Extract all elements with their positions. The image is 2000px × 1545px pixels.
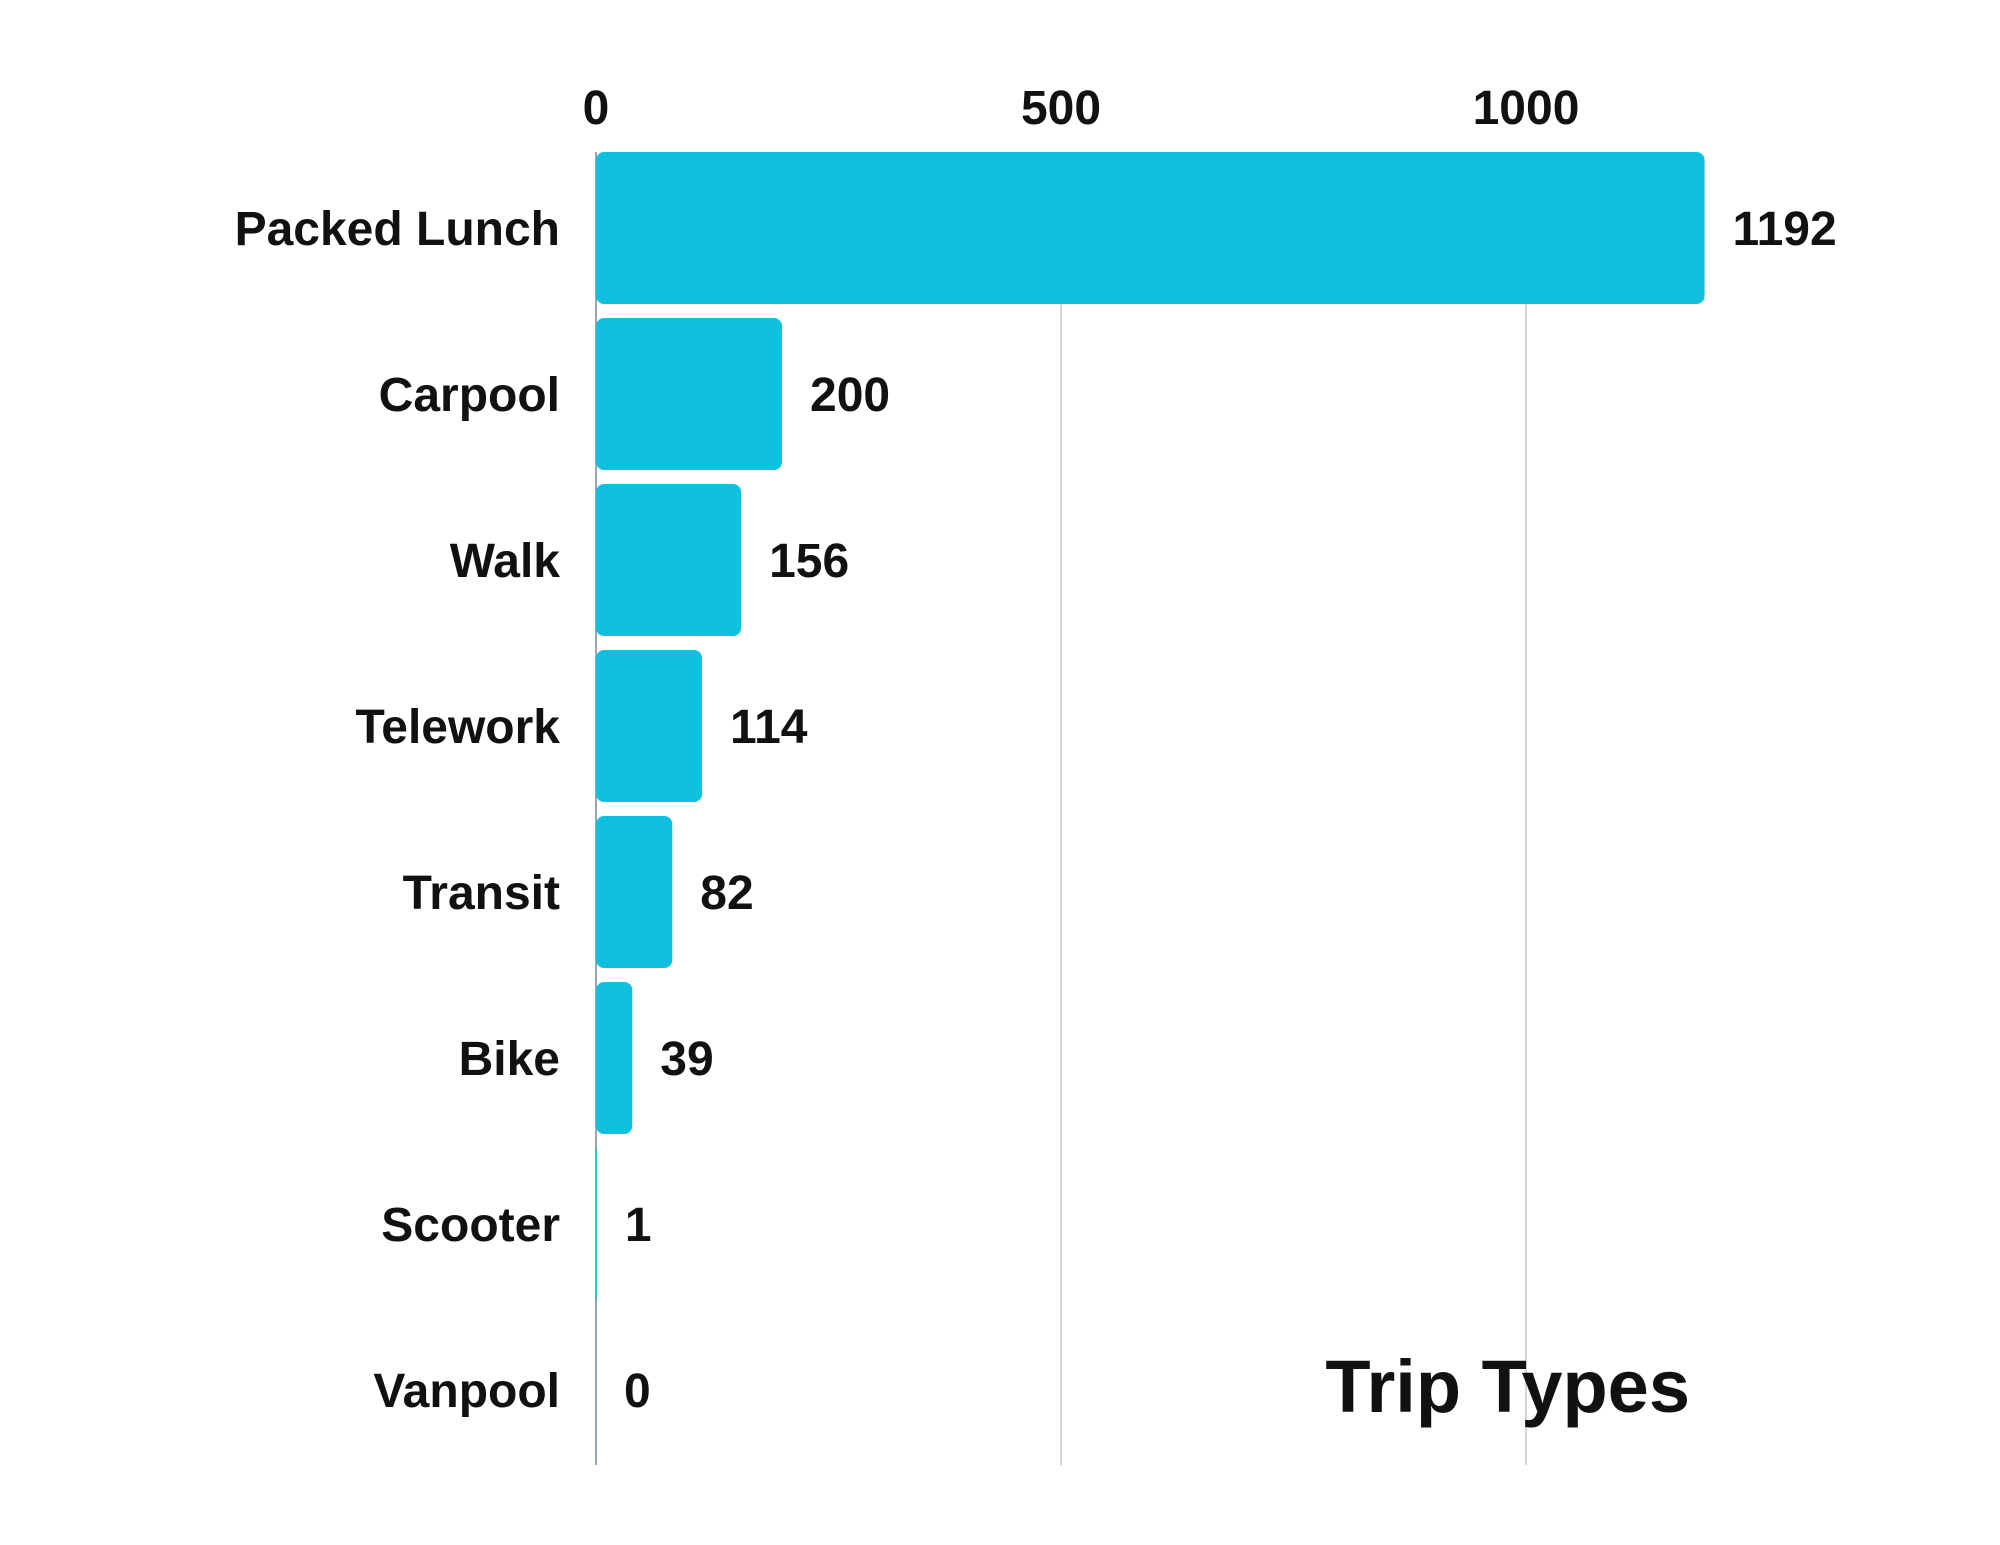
x-tick-label: 0	[583, 82, 610, 135]
bar	[596, 816, 673, 968]
bar	[596, 318, 782, 470]
bar	[596, 152, 1705, 304]
bar-layer	[596, 152, 1705, 1466]
chart-title: Trip Types	[1325, 1345, 1690, 1428]
value-label: 0	[624, 1365, 651, 1418]
value-label: 1	[625, 1199, 652, 1252]
label-layer: 0 500 1000 Packed Lunch 1192 Carpool 200 Walk 15…	[235, 82, 1837, 1418]
bar	[596, 650, 703, 802]
category-label: Scooter	[381, 1199, 560, 1252]
value-label: 114	[730, 701, 808, 754]
value-label: 39	[660, 1033, 713, 1086]
bar	[596, 484, 742, 636]
category-label: Vanpool	[373, 1365, 560, 1418]
category-label: Packed Lunch	[235, 203, 560, 256]
category-label: Bike	[459, 1033, 560, 1086]
x-tick-label: 1000	[1473, 82, 1580, 135]
value-label: 1192	[1733, 203, 1837, 256]
bar	[596, 1148, 597, 1300]
value-label: 156	[769, 535, 849, 588]
category-label: Transit	[403, 867, 560, 920]
category-label: Telework	[355, 701, 560, 754]
bar	[596, 982, 633, 1134]
value-label: 82	[700, 867, 753, 920]
category-label: Carpool	[379, 369, 560, 422]
value-label: 200	[810, 369, 890, 422]
x-tick-label: 500	[1021, 82, 1101, 135]
category-label: Walk	[450, 535, 561, 588]
